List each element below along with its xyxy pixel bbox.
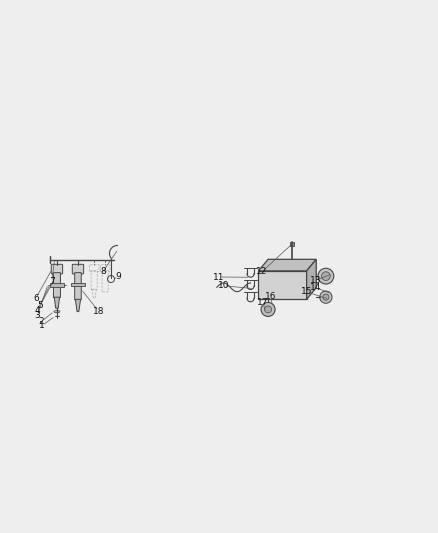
Text: 8: 8: [100, 267, 106, 276]
FancyBboxPatch shape: [53, 273, 60, 297]
Text: 11: 11: [213, 272, 225, 281]
Circle shape: [318, 268, 334, 284]
Text: 17: 17: [257, 298, 268, 307]
Text: 16: 16: [265, 292, 276, 301]
Bar: [50, 283, 64, 287]
Text: 1: 1: [39, 321, 45, 330]
Bar: [258, 271, 307, 300]
Polygon shape: [54, 297, 60, 308]
FancyBboxPatch shape: [72, 264, 84, 274]
Text: 3: 3: [34, 311, 40, 320]
Text: 6: 6: [33, 294, 39, 303]
Circle shape: [265, 306, 272, 313]
Polygon shape: [307, 260, 316, 300]
Text: 18: 18: [93, 306, 104, 316]
Bar: [290, 242, 294, 246]
Bar: [71, 282, 85, 286]
Text: 7: 7: [49, 277, 55, 286]
Text: 10: 10: [218, 281, 229, 290]
Ellipse shape: [54, 311, 60, 313]
Circle shape: [261, 302, 275, 317]
Polygon shape: [75, 300, 81, 312]
Text: 14: 14: [310, 283, 321, 292]
Text: 9: 9: [115, 272, 121, 281]
Text: 5: 5: [37, 301, 43, 310]
FancyBboxPatch shape: [74, 273, 81, 300]
Text: 2: 2: [39, 317, 44, 326]
Text: 4: 4: [35, 306, 40, 315]
Polygon shape: [258, 260, 316, 271]
Text: 13: 13: [310, 276, 321, 285]
Circle shape: [320, 291, 332, 303]
Circle shape: [323, 294, 329, 300]
FancyBboxPatch shape: [51, 264, 63, 274]
Circle shape: [321, 272, 330, 280]
Text: 15: 15: [301, 287, 312, 296]
Text: 12: 12: [256, 267, 268, 276]
